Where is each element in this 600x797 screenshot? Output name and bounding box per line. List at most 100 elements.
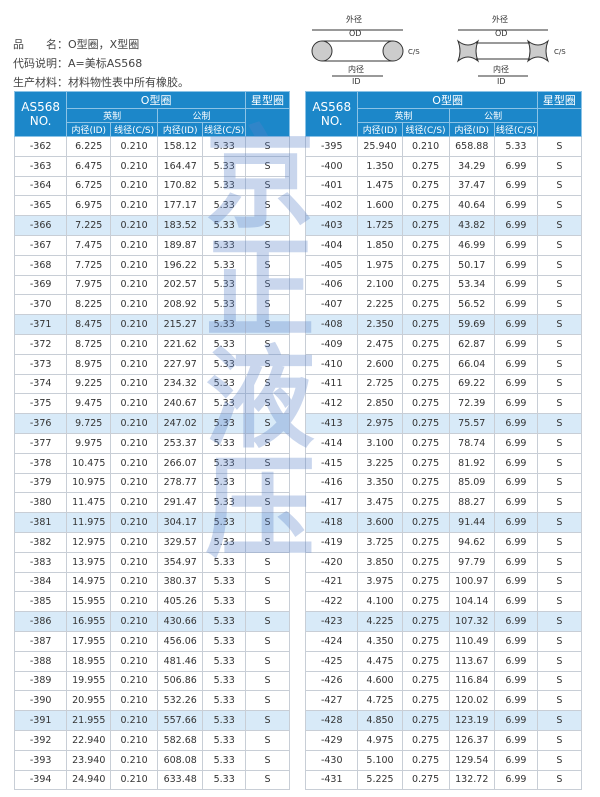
table-row: -372 8.725 0.210 221.62 5.33 S [13, 333, 290, 355]
table-cell: 0.275 [401, 155, 450, 177]
table-cell: 0.210 [110, 333, 158, 355]
table-cell: -409 [304, 333, 359, 355]
table-cell: S [536, 650, 583, 672]
o-ring-diagram: 外径 OD 内径 ID C/S [311, 14, 420, 86]
table-cell: 6.99 [494, 690, 538, 712]
table-cell: S [536, 492, 583, 514]
table-cell: 0.210 [110, 650, 158, 672]
table-row: -408 2.350 0.275 59.69 6.99 S [304, 314, 583, 335]
table-cell: 6.99 [494, 195, 538, 217]
table-row: -411 2.725 0.275 69.22 6.99 S [304, 373, 583, 395]
table-cell: -368 [13, 254, 68, 276]
table-cell: 1.975 [357, 254, 403, 276]
table-row: -410 2.600 0.275 66.04 6.99 S [304, 353, 583, 375]
table-cell: 0.210 [110, 215, 158, 236]
table-cell: 1.475 [357, 175, 403, 197]
col-metric-id: 内径(ID) [448, 122, 496, 137]
table-cell: -366 [13, 215, 68, 236]
table-cell: 5.33 [202, 551, 246, 573]
table-cell: 6.99 [494, 472, 538, 494]
table-cell: 107.32 [448, 611, 496, 632]
table-cell: 9.475 [66, 393, 112, 415]
table-cell: 5.33 [202, 254, 246, 276]
table-cell: 0.210 [110, 314, 158, 335]
col-metric: 公制 [448, 108, 538, 123]
col-metric: 公制 [157, 108, 246, 123]
col-imperial-cs: 线径(C/S) [401, 122, 450, 137]
table-cell: S [536, 690, 583, 712]
table-cell: 0.275 [401, 690, 450, 712]
col-metric-cs: 线径(C/S) [494, 122, 538, 137]
table-cell: 6.99 [494, 333, 538, 355]
table-cell: 1.850 [357, 234, 403, 256]
table-cell: -363 [13, 155, 68, 177]
table-cell: -411 [304, 373, 359, 395]
table-row: -417 3.475 0.275 88.27 6.99 S [304, 492, 583, 514]
table-cell: 4.225 [357, 611, 403, 632]
table-cell: 11.475 [66, 492, 112, 514]
table-cell: S [536, 215, 583, 236]
table-cell: 100.97 [448, 571, 496, 593]
table-cell: 2.100 [357, 274, 403, 296]
table-row: -421 3.975 0.275 100.97 6.99 S [304, 571, 583, 593]
table-cell: 18.955 [66, 650, 112, 672]
table-cell: -371 [13, 314, 68, 335]
table-cell: S [536, 571, 583, 593]
table-row: -379 10.975 0.210 278.77 5.33 S [13, 472, 290, 494]
table-cell: -384 [13, 571, 68, 593]
table-cell: 5.33 [202, 690, 246, 712]
table-cell: 5.33 [202, 155, 246, 177]
table-cell: 14.975 [66, 571, 112, 593]
table-cell: 253.37 [156, 432, 204, 454]
table-row: -406 2.100 0.275 53.34 6.99 S [304, 274, 583, 296]
table-cell: S [536, 254, 583, 276]
table-cell: 9.225 [66, 373, 112, 395]
table-cell: 0.275 [401, 749, 450, 771]
table-cell: -405 [304, 254, 359, 276]
table-row: -403 1.725 0.275 43.82 6.99 S [304, 215, 583, 236]
table-row: -400 1.350 0.275 34.29 6.99 S [304, 155, 583, 177]
table-cell: 266.07 [156, 452, 204, 474]
table-row: -386 16.955 0.210 430.66 5.33 S [13, 611, 290, 632]
table-cell: 6.99 [494, 611, 538, 632]
table-row: -376 9.725 0.210 247.02 5.33 S [13, 413, 290, 434]
table-cell: 123.19 [448, 710, 496, 731]
table-cell: 15.955 [66, 591, 112, 613]
table-cell: 0.275 [401, 492, 450, 514]
table-cell: 5.33 [202, 373, 246, 395]
table-cell: 2.975 [357, 413, 403, 434]
table-cell: 6.99 [494, 512, 538, 533]
table-cell: 227.97 [156, 353, 204, 375]
table-cell: -418 [304, 512, 359, 533]
table-cell: 88.27 [448, 492, 496, 514]
table-cell: 25.940 [357, 136, 403, 157]
col-metric-id: 内径(ID) [156, 122, 204, 137]
table-cell: 6.975 [66, 195, 112, 217]
table-cell: 113.67 [448, 650, 496, 672]
table-cell: -403 [304, 215, 359, 236]
table-cell: S [536, 729, 583, 751]
table-cell: 5.33 [202, 769, 246, 791]
table-cell: 6.99 [494, 175, 538, 197]
table-cell: -389 [13, 670, 68, 692]
table-cell: S [245, 512, 290, 533]
table-cell: 72.39 [448, 393, 496, 415]
table-cell: 0.275 [401, 472, 450, 494]
table-cell: 456.06 [156, 630, 204, 652]
x-ring-diagram: 外径 OD 内径 ID C/S [456, 14, 566, 86]
table-cell: 53.34 [448, 274, 496, 296]
table-cell: 0.210 [110, 175, 158, 197]
table-cell: 75.57 [448, 413, 496, 434]
table-cell: 23.940 [66, 749, 112, 771]
table-row: -429 4.975 0.275 126.37 6.99 S [304, 729, 583, 751]
table-cell: 234.32 [156, 373, 204, 395]
table-cell: 4.350 [357, 630, 403, 652]
table-cell: 0.275 [401, 591, 450, 613]
table-row: -401 1.475 0.275 37.47 6.99 S [304, 175, 583, 197]
table-cell: S [245, 472, 290, 494]
table-cell: 13.975 [66, 551, 112, 573]
table-cell: 5.33 [202, 710, 246, 731]
table-cell: 132.72 [448, 769, 496, 791]
table-cell: 0.275 [401, 630, 450, 652]
table-cell: -375 [13, 393, 68, 415]
